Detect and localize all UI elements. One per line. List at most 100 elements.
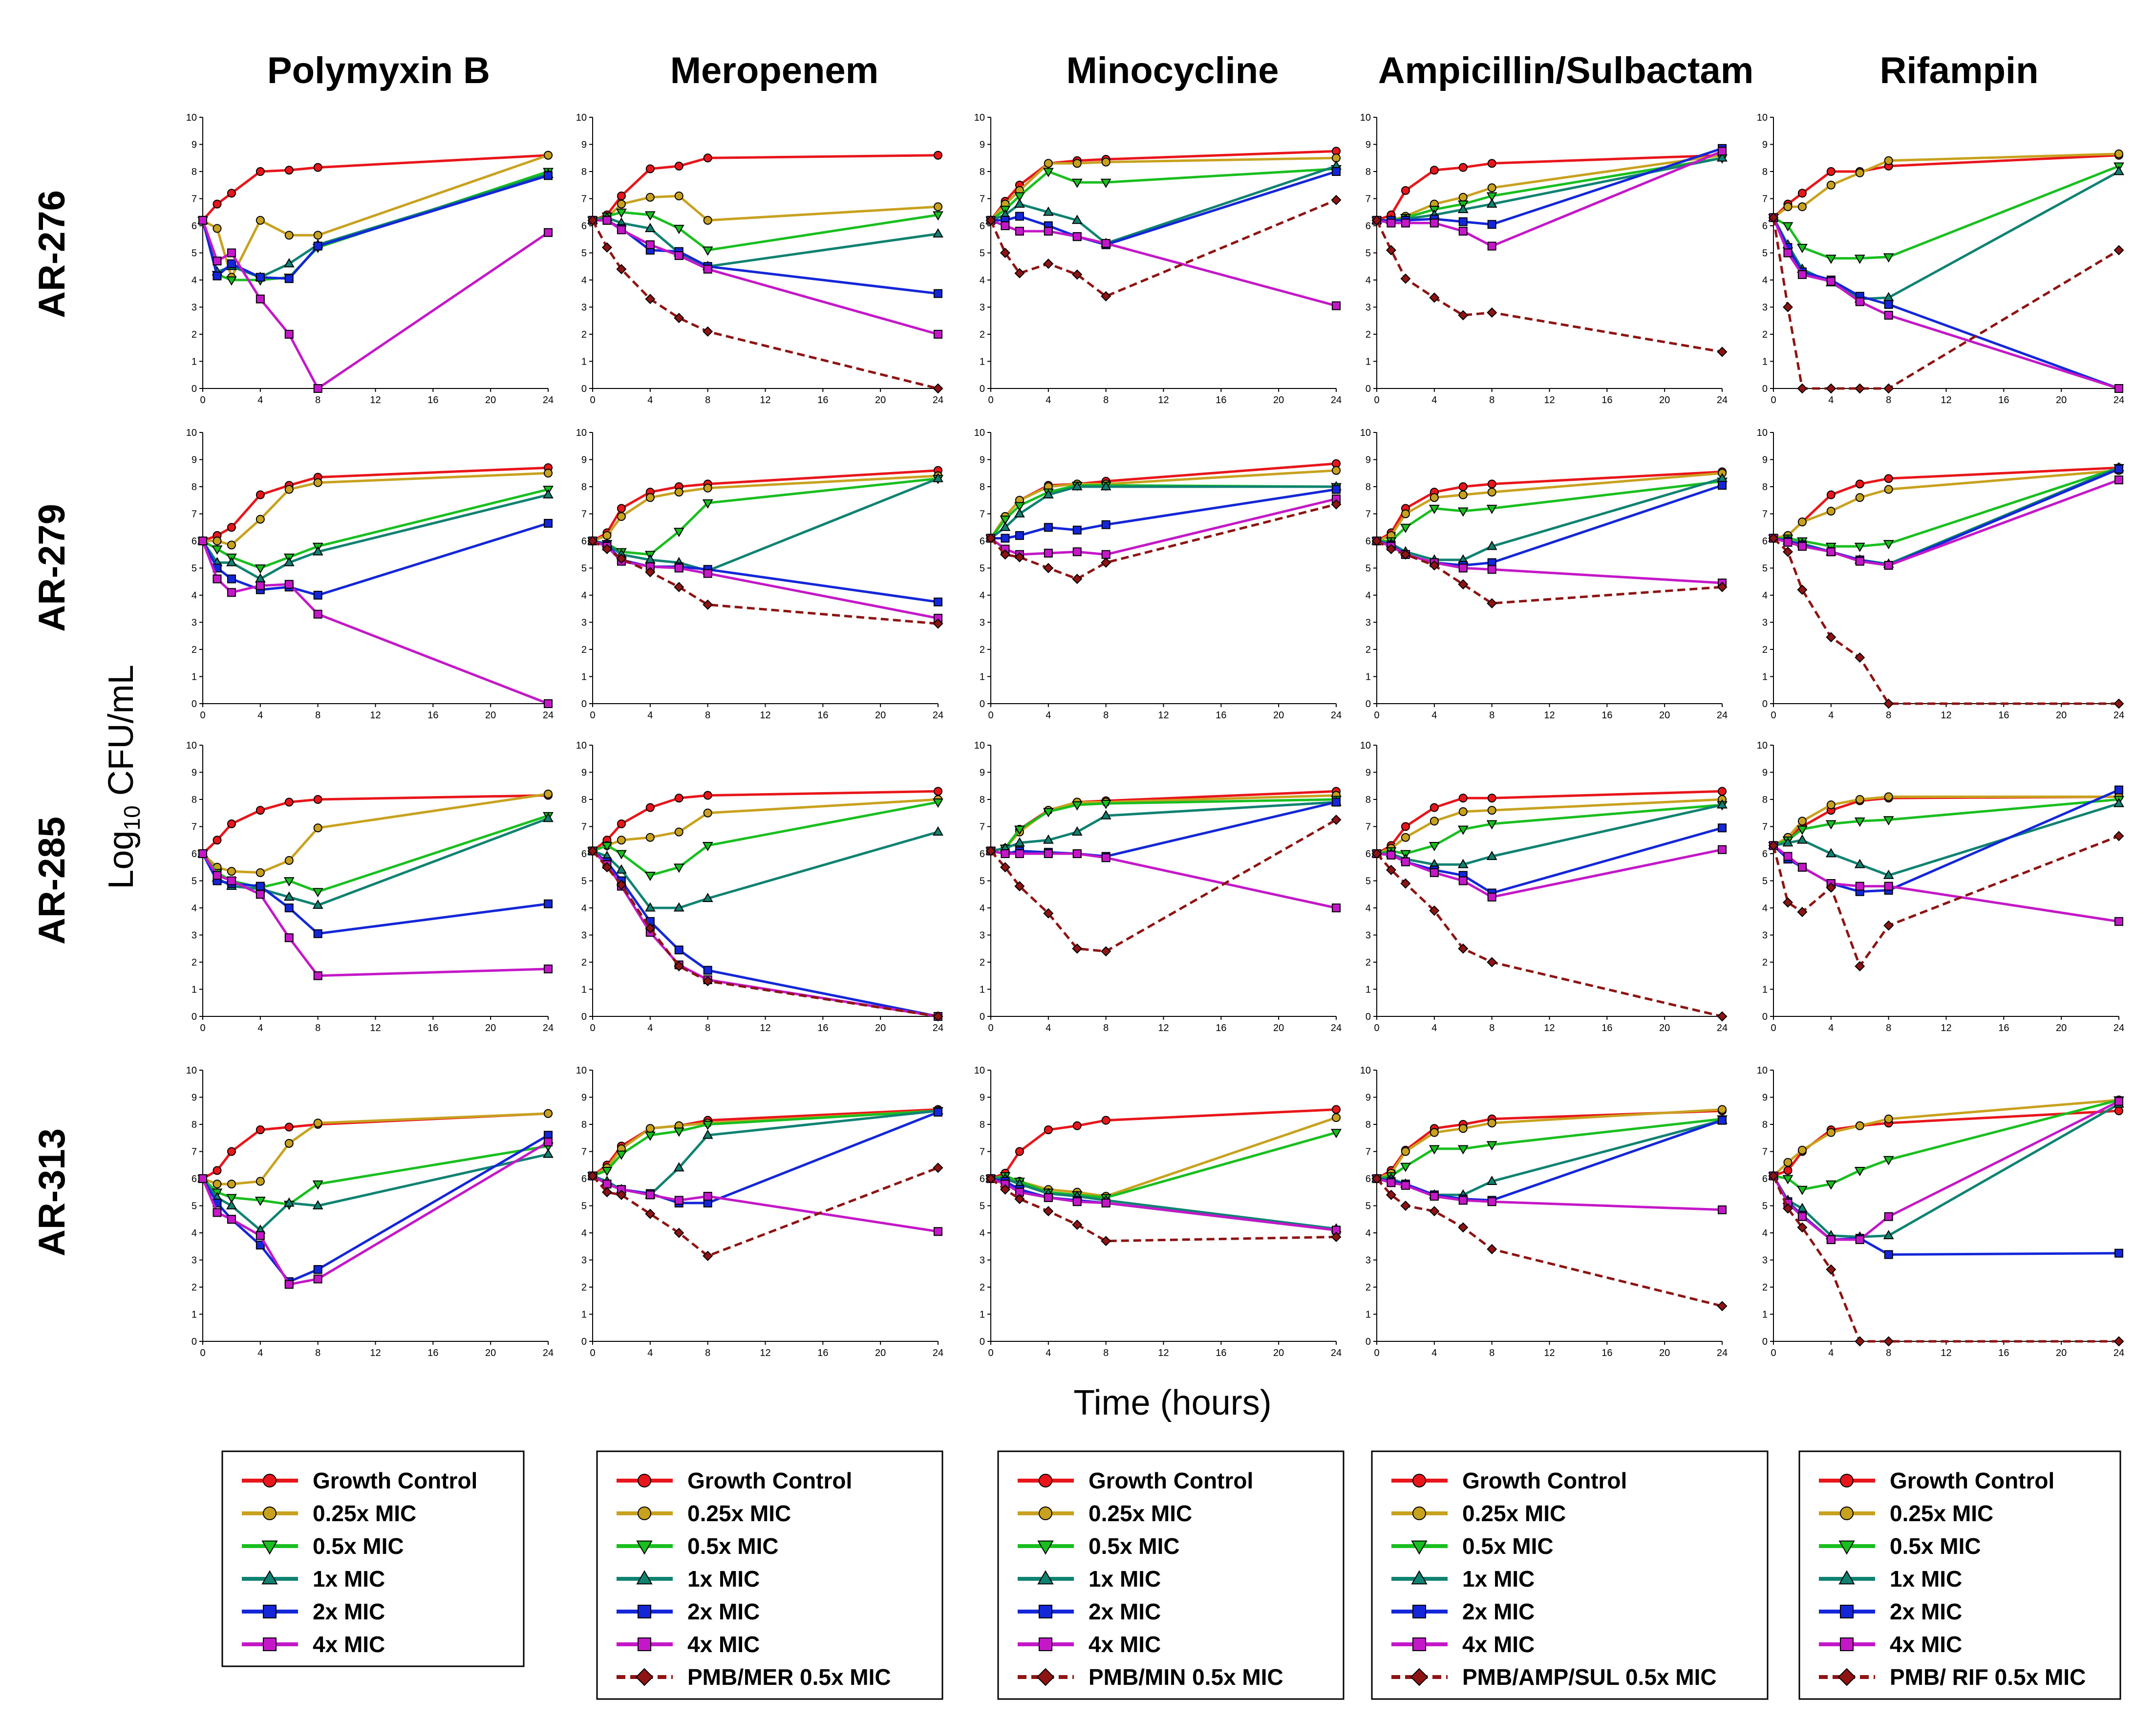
x-tick-label: 12 (1941, 1023, 1951, 1033)
data-point (284, 1139, 294, 1148)
y-tick-label: 5 (1366, 563, 1371, 574)
data-point (313, 1265, 322, 1274)
data-point (1429, 1145, 1440, 1155)
x-tick-label: 16 (817, 1348, 828, 1358)
y-tick-label: 9 (1762, 768, 1768, 778)
y-tick-label: 1 (980, 985, 985, 995)
y-tick-label: 4 (581, 903, 587, 914)
data-point (1430, 817, 1439, 826)
y-tick-label: 8 (1366, 167, 1371, 177)
data-point (1854, 1166, 1865, 1176)
legend-entry-2x-mic: 2x MIC (1391, 1599, 1535, 1624)
legend-marker (263, 1474, 277, 1487)
data-point (616, 850, 627, 860)
y-tick-label: 0 (980, 1336, 985, 1347)
data-point (1782, 1203, 1793, 1214)
y-tick-label: 2 (980, 645, 985, 655)
data-point (601, 1187, 612, 1198)
legend-entry-pmb-mer-0-5x-mic: PMB/MER 0.5x MIC (617, 1664, 891, 1690)
x-tick-label: 8 (1103, 1348, 1109, 1358)
data-point (933, 383, 943, 394)
data-point (283, 557, 295, 566)
y-tick-label: 3 (980, 1255, 985, 1266)
data-point (703, 264, 712, 274)
data-point (227, 574, 236, 583)
x-tick-label: 0 (1374, 395, 1379, 406)
y-tick-label: 1 (1366, 985, 1371, 995)
data-point (1458, 794, 1468, 803)
data-point (1101, 1198, 1110, 1207)
y-tick-label: 8 (581, 167, 587, 177)
y-tick-label: 4 (581, 275, 587, 286)
x-tick-label: 0 (988, 710, 993, 721)
legend-marker (1840, 1637, 1854, 1651)
data-point (702, 841, 713, 851)
x-tick-label: 4 (647, 1348, 653, 1358)
data-point (1487, 598, 1497, 609)
data-point (227, 523, 236, 532)
data-point (703, 1192, 712, 1201)
data-point (284, 856, 294, 865)
legend-marker (1037, 1570, 1054, 1585)
legend-label: Growth Control (1462, 1468, 1627, 1493)
series-0-25x-mic (986, 153, 1341, 225)
data-point (1797, 542, 1807, 551)
series-combination (1768, 533, 2124, 709)
data-point (1487, 183, 1496, 193)
y-tick-label: 3 (192, 618, 197, 628)
legend-entry-0-25x-mic: 0.25x MIC (617, 1501, 791, 1526)
data-point (544, 151, 553, 160)
y-tick-label: 8 (192, 482, 197, 493)
data-point (1044, 1125, 1053, 1135)
y-tick-label: 2 (1762, 329, 1768, 340)
data-point (1717, 152, 1728, 162)
data-point (227, 867, 236, 876)
x-tick-label: 20 (1273, 710, 1284, 721)
data-point (1796, 244, 1808, 254)
data-point (1387, 1178, 1396, 1187)
data-point (1487, 488, 1496, 497)
data-point (1486, 540, 1497, 550)
data-point (1487, 241, 1496, 251)
y-tick-label: 7 (980, 1147, 985, 1158)
data-point (587, 536, 598, 546)
legend-marker (1411, 1540, 1428, 1555)
data-point (1101, 239, 1110, 248)
y-tick-label: 8 (1366, 795, 1371, 805)
data-point (255, 564, 266, 574)
data-point (213, 836, 222, 845)
x-tick-label: 16 (1216, 395, 1226, 406)
data-point (1826, 882, 1836, 893)
y-tick-label: 1 (980, 357, 985, 367)
data-point (1332, 1113, 1341, 1122)
y-tick-label: 7 (581, 1147, 587, 1158)
data-point (1487, 957, 1497, 968)
series-combination (985, 499, 1342, 584)
data-point (313, 1119, 322, 1128)
data-point (213, 1180, 222, 1189)
y-tick-label: 10 (1360, 428, 1371, 438)
y-tick-label: 3 (980, 618, 985, 628)
data-point (1855, 1235, 1864, 1244)
y-tick-label: 8 (192, 167, 197, 177)
data-point (1487, 220, 1496, 229)
legend-entry-2x-mic: 2x MIC (242, 1599, 385, 1624)
legend-marker (1837, 1668, 1856, 1686)
legend-box (1798, 1450, 2121, 1700)
series-combination (587, 536, 943, 629)
y-tick-label: 0 (1366, 1012, 1371, 1022)
y-tick-label: 9 (581, 1093, 587, 1103)
series-0-25x-mic (198, 1109, 553, 1189)
data-point (256, 1125, 265, 1135)
x-tick-label: 8 (1489, 1348, 1494, 1358)
data-point (284, 1280, 294, 1289)
data-point (544, 518, 553, 528)
x-tick-label: 4 (257, 1348, 263, 1358)
y-tick-label: 9 (1366, 455, 1371, 466)
y-tick-label: 1 (980, 672, 985, 683)
x-tick-label: 12 (370, 1348, 381, 1358)
data-point (1826, 490, 1836, 499)
